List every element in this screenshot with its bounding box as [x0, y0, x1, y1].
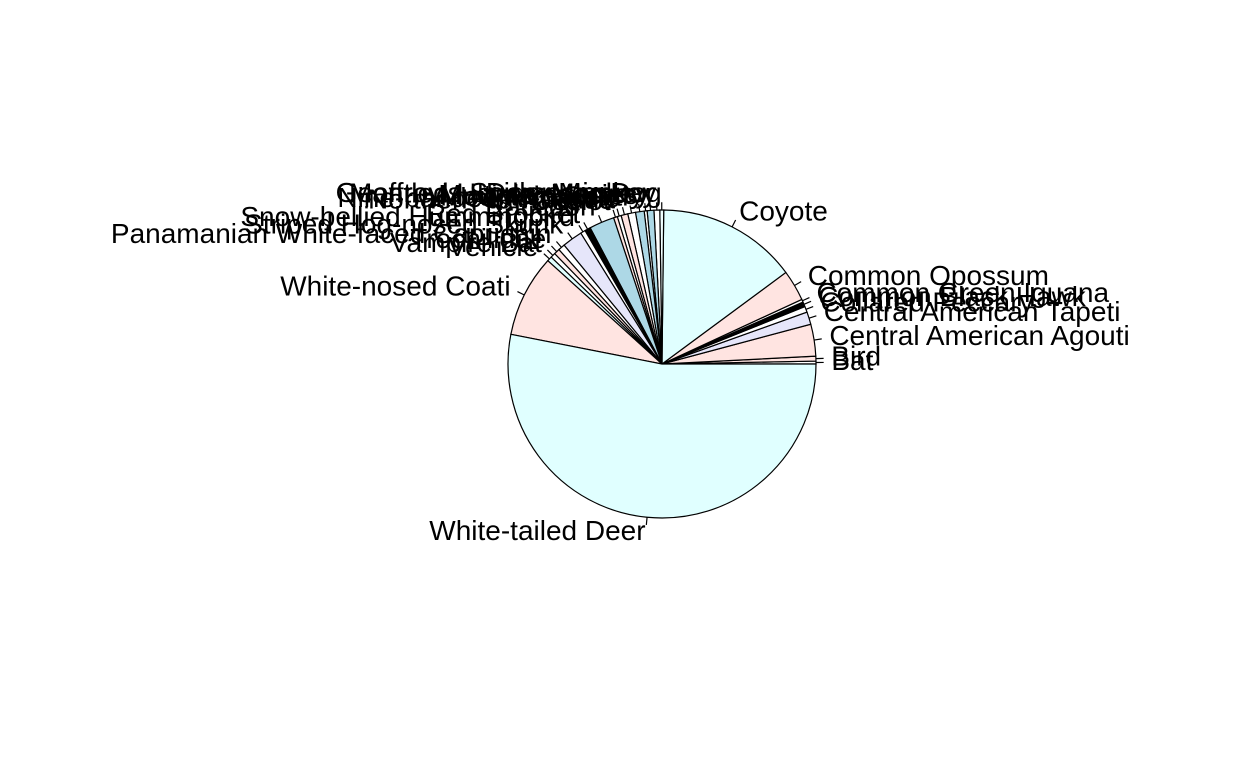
slice-label-common-opossum: Common Opossum	[808, 260, 1049, 291]
label-tick-white-nosed-coati	[517, 292, 524, 295]
label-tick-common-black-hawk	[804, 301, 811, 304]
label-tick-panamanian-white-faced-capuchin	[556, 242, 561, 248]
label-tick-coyote	[732, 220, 736, 227]
slice-label-white-tailed-deer: White-tailed Deer	[429, 515, 645, 546]
label-tick-collared-peccary	[806, 307, 813, 310]
label-tick-white-tailed-deer	[646, 517, 647, 525]
label-tick-common-green-iguana	[802, 298, 809, 301]
slice-label-vehicle: Vehicle	[448, 231, 538, 262]
slice-label-white-nosed-coati: White-nosed Coati	[280, 270, 510, 301]
label-tick-central-american-agouti	[814, 339, 822, 340]
label-tick-vampire-bat	[547, 250, 552, 255]
label-tick-red-brocket	[584, 222, 588, 229]
label-tick-raccoon	[599, 215, 602, 222]
slice-label-coyote: Coyote	[739, 196, 828, 227]
label-tick-common-opossum	[795, 282, 802, 286]
label-tick-vehicle	[544, 254, 550, 259]
pie-slices	[508, 210, 816, 518]
label-tick-trochilidae	[551, 246, 556, 252]
label-tick-striped-hog-nosed-skunk	[568, 233, 572, 239]
label-tick-central-american-tapeti	[809, 316, 816, 318]
